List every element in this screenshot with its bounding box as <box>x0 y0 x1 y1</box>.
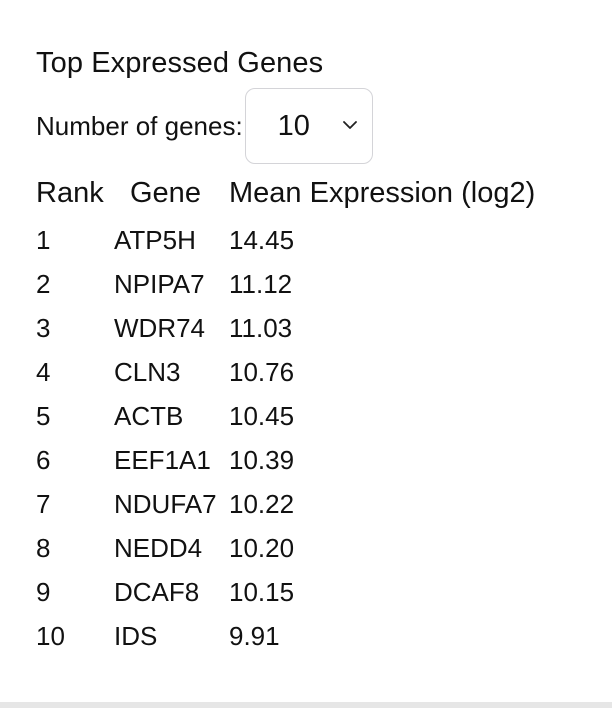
gene-cell: NDUFA7 <box>114 488 217 519</box>
rank-cell: 7 <box>36 488 51 519</box>
table-row: 1 ATP5H 14.45 <box>36 218 589 262</box>
rank-cell: 9 <box>36 576 51 607</box>
rank-cell: 8 <box>36 532 51 563</box>
expression-cell: 10.45 <box>229 400 295 431</box>
table-row: 2 NPIPA7 11.12 <box>36 262 589 306</box>
rank-cell: 3 <box>36 312 51 343</box>
rank-cell: 5 <box>36 400 51 431</box>
gene-count-control: Number of genes: 10 <box>36 88 596 164</box>
gene-cell: CLN3 <box>114 356 181 387</box>
expression-cell: 10.39 <box>229 444 295 475</box>
top-genes-panel: Top Expressed Genes Number of genes: 10 … <box>36 44 596 658</box>
gene-count-label: Number of genes: <box>36 111 243 141</box>
header-rank: Rank <box>36 176 104 209</box>
header-expression: Mean Expression (log2) <box>229 176 536 209</box>
gene-cell: ATP5H <box>114 224 196 255</box>
table-row: 7 NDUFA7 10.22 <box>36 482 589 526</box>
gene-count-select[interactable]: 10 <box>244 88 373 164</box>
panel-title: Top Expressed Genes <box>36 47 324 79</box>
table-row: 8 NEDD4 10.20 <box>36 526 589 570</box>
rank-cell: 10 <box>36 620 65 651</box>
gene-cell: DCAF8 <box>114 576 200 607</box>
table-row: 6 EEF1A1 10.39 <box>36 438 589 482</box>
table-row: 10 IDS 9.91 <box>36 614 589 658</box>
chevron-down-icon <box>342 121 357 129</box>
expression-cell: 11.12 <box>229 268 293 299</box>
rank-cell: 2 <box>36 268 51 299</box>
expression-cell: 10.76 <box>229 356 295 387</box>
gene-cell: IDS <box>114 620 158 651</box>
header-gene: Gene <box>130 176 201 209</box>
expression-cell: 10.22 <box>229 488 295 519</box>
expression-cell: 10.15 <box>229 576 295 607</box>
rank-cell: 4 <box>36 356 51 387</box>
rank-cell: 1 <box>36 224 51 255</box>
gene-cell: ACTB <box>114 400 184 431</box>
gene-cell: NEDD4 <box>114 532 203 563</box>
gene-count-selected-value: 10 <box>277 110 310 142</box>
table-row: 9 DCAF8 10.15 <box>36 570 589 614</box>
expression-cell: 10.20 <box>229 532 295 563</box>
table-row: 5 ACTB 10.45 <box>36 394 589 438</box>
bottom-divider <box>0 702 612 708</box>
expression-cell: 9.91 <box>229 620 280 651</box>
gene-cell: EEF1A1 <box>114 444 211 475</box>
table-row: 4 CLN3 10.76 <box>36 350 589 394</box>
genes-table: Rank Gene Mean Expression (log2) 1 ATP5H 1… <box>36 168 589 658</box>
table-body: 1 ATP5H 14.45 2 NPIPA7 11.12 3 WDR74 11.03 4 CLN3 1… <box>36 218 589 658</box>
table-header-row: Rank Gene Mean Expression (log2) <box>36 168 589 218</box>
gene-cell: WDR74 <box>114 312 206 343</box>
rank-cell: 6 <box>36 444 51 475</box>
expression-cell: 14.45 <box>229 224 295 255</box>
gene-cell: NPIPA7 <box>114 268 205 299</box>
expression-cell: 11.03 <box>229 312 293 343</box>
table-row: 3 WDR74 11.03 <box>36 306 589 350</box>
